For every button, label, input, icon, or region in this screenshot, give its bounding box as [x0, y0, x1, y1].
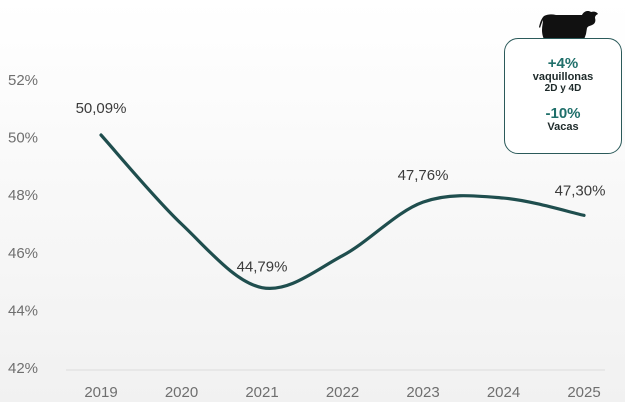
x-tick-label: 2021	[245, 384, 278, 401]
callout-box: +4% vaquillonas 2D y 4D -10% Vacas	[504, 38, 622, 154]
series-line	[99, 133, 586, 291]
data-label: 50,09%	[76, 100, 127, 117]
data-label: 47,30%	[555, 182, 606, 199]
vaquillonas-percent: +4%	[547, 55, 579, 72]
x-tick-label: 2025	[567, 384, 600, 401]
y-tick-label: 52%	[8, 72, 38, 89]
y-tick-label: 46%	[8, 245, 38, 262]
y-tick-label: 44%	[8, 302, 38, 319]
x-tick-label: 2020	[165, 384, 198, 401]
vacas-percent: -10%	[545, 105, 581, 122]
vacas-label: Vacas	[547, 121, 579, 133]
vaquillonas-sublabel: 2D y 4D	[544, 83, 582, 94]
data-label: 47,76%	[398, 167, 449, 184]
y-axis-ticks: 42% 44% 46% 48% 50% 52%	[8, 72, 38, 377]
x-tick-label: 2019	[84, 384, 117, 401]
y-tick-label: 42%	[8, 360, 38, 377]
data-label: 44,79%	[237, 259, 288, 276]
y-tick-label: 50%	[8, 130, 38, 147]
vaquillonas-label: vaquillonas	[532, 71, 594, 83]
x-tick-label: 2023	[406, 384, 439, 401]
x-tick-label: 2022	[326, 384, 359, 401]
data-labels: 50,09% 44,79% 47,76% 47,30%	[76, 100, 606, 276]
x-axis-ticks: 2019 2020 2021 2022 2023 2024 2025	[84, 384, 600, 401]
x-tick-label: 2024	[487, 384, 520, 401]
y-tick-label: 48%	[8, 187, 38, 204]
